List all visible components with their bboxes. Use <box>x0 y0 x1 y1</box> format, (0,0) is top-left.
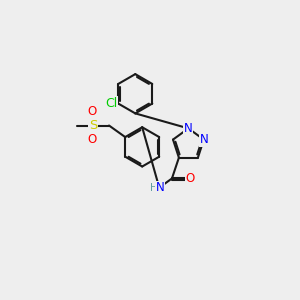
Text: N: N <box>156 181 165 194</box>
Text: H: H <box>150 183 158 193</box>
Text: Cl: Cl <box>105 97 118 110</box>
Text: O: O <box>87 105 96 118</box>
Text: O: O <box>87 133 96 146</box>
Text: N: N <box>184 122 193 135</box>
Text: S: S <box>89 119 97 132</box>
Text: N: N <box>200 133 208 146</box>
Text: O: O <box>186 172 195 185</box>
